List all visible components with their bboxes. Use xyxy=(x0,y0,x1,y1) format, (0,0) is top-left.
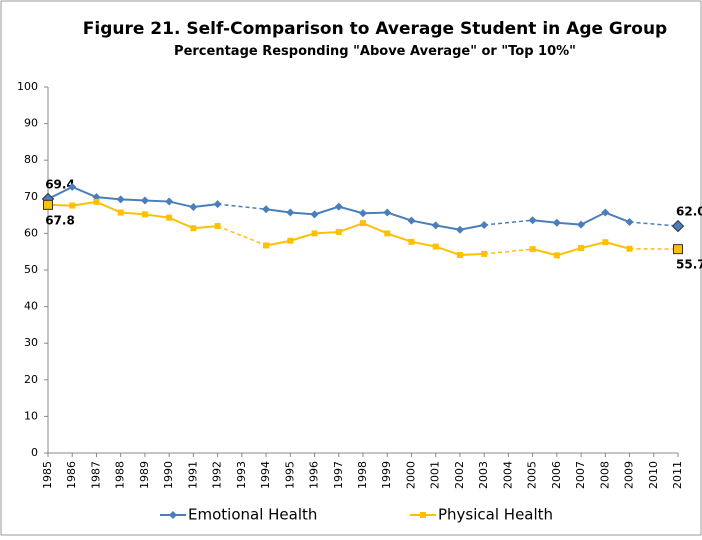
point xyxy=(166,215,172,221)
point xyxy=(336,229,342,235)
x-tick-label: 1997 xyxy=(332,461,345,489)
x-tick-label: 1985 xyxy=(41,461,54,489)
point xyxy=(627,246,633,252)
point xyxy=(263,242,269,248)
x-tick-label: 1995 xyxy=(283,461,296,489)
point xyxy=(142,211,148,217)
x-tick-label: 1988 xyxy=(114,461,127,489)
y-tick-label: 70 xyxy=(24,190,38,203)
data-label: 62.0 xyxy=(676,205,702,219)
data-label: 67.8 xyxy=(45,213,75,227)
y-tick-label: 50 xyxy=(24,263,38,276)
x-tick-label: 1989 xyxy=(138,461,151,489)
point xyxy=(457,252,463,258)
point xyxy=(674,245,683,254)
x-tick-label: 2000 xyxy=(404,461,417,489)
point xyxy=(578,245,584,251)
x-tick-label: 2001 xyxy=(429,461,442,489)
y-tick-label: 90 xyxy=(24,117,38,130)
chart-subtitle: Percentage Responding "Above Average" or… xyxy=(174,44,576,59)
point xyxy=(481,251,487,257)
x-tick-label: 2004 xyxy=(501,461,514,489)
point xyxy=(287,238,293,244)
x-tick-label: 2003 xyxy=(477,461,490,489)
x-tick-label: 2011 xyxy=(671,461,684,489)
point xyxy=(215,223,221,229)
x-tick-label: 1999 xyxy=(380,461,393,489)
point xyxy=(360,220,366,226)
legend-marker xyxy=(420,512,426,518)
y-tick-label: 100 xyxy=(17,80,38,93)
x-tick-label: 2005 xyxy=(526,461,539,489)
x-tick-label: 2009 xyxy=(623,461,636,489)
y-tick-label: 20 xyxy=(24,373,38,386)
x-tick-label: 1990 xyxy=(162,461,175,489)
x-tick-label: 1991 xyxy=(186,461,199,489)
y-tick-label: 30 xyxy=(24,336,38,349)
x-tick-label: 1996 xyxy=(308,461,321,489)
point xyxy=(190,225,196,231)
y-tick-label: 60 xyxy=(24,226,38,239)
x-tick-label: 2007 xyxy=(574,461,587,489)
data-label: 69.4 xyxy=(45,177,75,191)
point xyxy=(408,239,414,245)
chart-title: Figure 21. Self-Comparison to Average St… xyxy=(83,19,667,39)
x-tick-label: 1992 xyxy=(211,461,224,489)
point xyxy=(384,230,390,236)
y-tick-label: 10 xyxy=(24,409,38,422)
point xyxy=(44,200,53,209)
x-tick-label: 2002 xyxy=(453,461,466,489)
legend-label: Emotional Health xyxy=(188,506,317,524)
point xyxy=(312,230,318,236)
point xyxy=(530,246,536,252)
y-tick-label: 0 xyxy=(31,446,38,459)
x-tick-label: 1987 xyxy=(89,461,102,489)
y-tick-label: 80 xyxy=(24,153,38,166)
x-tick-label: 2006 xyxy=(550,461,563,489)
x-tick-label: 2008 xyxy=(598,461,611,489)
x-tick-label: 1998 xyxy=(356,461,369,489)
legend-label: Physical Health xyxy=(438,506,553,524)
y-tick-label: 40 xyxy=(24,300,38,313)
point xyxy=(602,239,608,245)
point xyxy=(118,210,124,216)
point xyxy=(69,203,75,209)
x-tick-label: 2010 xyxy=(647,461,660,489)
data-label: 55.7 xyxy=(676,258,702,272)
point xyxy=(554,252,560,258)
x-tick-label: 1986 xyxy=(65,461,78,489)
x-tick-label: 1994 xyxy=(259,461,272,489)
x-tick-label: 1993 xyxy=(235,461,248,489)
point xyxy=(433,244,439,250)
point xyxy=(93,199,99,205)
